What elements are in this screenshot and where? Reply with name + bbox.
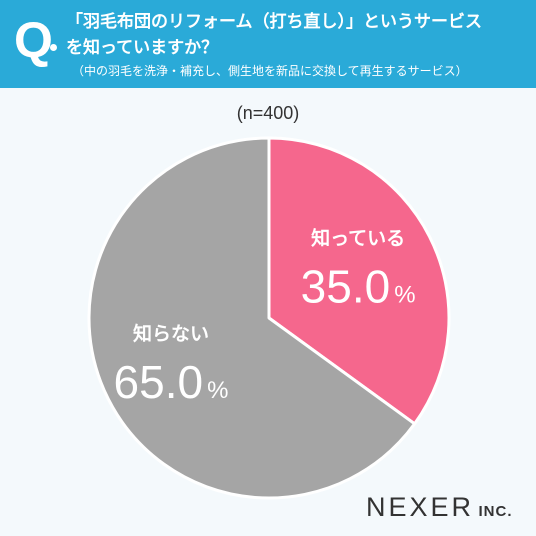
label-know: 知っている (311, 227, 405, 250)
question-text-line1: 「羽毛布団のリフォーム（打ち直し）」というサービス (66, 12, 482, 32)
question-note: （中の羽毛を洗浄・補充し、側生地を新品に交換して再生するサービス） (72, 64, 468, 78)
value-unknown-unit: % (207, 377, 228, 404)
slice-know (267, 136, 451, 426)
question-text-line2: を知っていますか？ (66, 38, 219, 58)
sample-size-label: (n=400) (236, 103, 300, 123)
logo-text: NEXER (366, 492, 475, 522)
value-know: 35.0% (301, 261, 416, 313)
slice-unknown (87, 136, 417, 500)
question-header: Q 「羽毛布団のリフォーム（打ち直し）」というサービス を知っていますか？ （中… (0, 0, 536, 88)
label-unknown: 知らない (133, 322, 209, 345)
value-unknown-number: 65.0 (114, 356, 204, 408)
logo-suffix: INC. (478, 503, 513, 520)
value-unknown: 65.0% (114, 356, 229, 408)
company-logo: NEXER INC. (366, 492, 512, 523)
value-know-number: 35.0 (301, 261, 391, 313)
question-mark-dot (50, 44, 57, 51)
question-mark: Q (14, 12, 53, 68)
value-know-unit: % (394, 282, 415, 309)
